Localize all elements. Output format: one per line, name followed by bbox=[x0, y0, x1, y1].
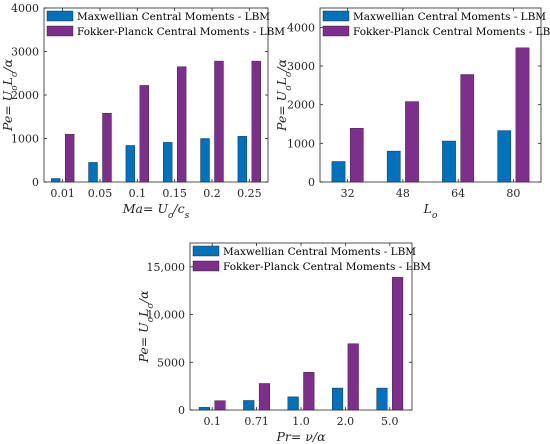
x-tick-label: 64 bbox=[451, 187, 465, 200]
bar-fokker-planck bbox=[392, 277, 404, 411]
legend-swatch bbox=[192, 260, 220, 272]
bar-fokker-planck bbox=[64, 133, 75, 183]
x-tick-label: 5.0 bbox=[381, 415, 399, 428]
x-tick-label: 0.1 bbox=[129, 187, 147, 200]
y-axis-label: Pe= UoLo/α bbox=[0, 58, 20, 132]
x-axis-label: Pr= ν/α bbox=[275, 429, 326, 444]
y-axis-label: Pe= UoLo/α bbox=[136, 290, 156, 364]
x-tick-label: 80 bbox=[506, 187, 520, 200]
bar-fokker-planck bbox=[214, 60, 224, 183]
y-tick-label: 4000 bbox=[287, 21, 315, 34]
x-tick-label: 0.2 bbox=[203, 187, 221, 200]
bar-fokker-planck bbox=[405, 101, 419, 183]
bar-maxwellian bbox=[332, 387, 344, 411]
chart-peclet-vs-length: 0 1000 2000 3000 4000 32 48 64 80 Lo Pe= UoLo/α Max… bbox=[274, 7, 550, 221]
y-tick-label: 2000 bbox=[287, 99, 315, 112]
legend-swatch bbox=[322, 10, 350, 22]
bar-fokker-planck bbox=[176, 66, 187, 183]
legend-swatch bbox=[46, 25, 74, 37]
bar-maxwellian bbox=[287, 396, 299, 411]
legend: Maxwellian Central Moments - LBM Fokker-P… bbox=[46, 10, 285, 38]
bar-fokker-planck bbox=[139, 85, 149, 183]
y-tick-label: 0 bbox=[308, 176, 315, 189]
bar-fokker-planck bbox=[303, 372, 315, 411]
bar-maxwellian bbox=[376, 387, 388, 411]
y-tick-label: 1000 bbox=[287, 137, 315, 150]
x-tick-label: 2.0 bbox=[337, 415, 355, 428]
legend-entry-label: Fokker-Planck Central Moments - LBM bbox=[353, 26, 550, 38]
y-tick-label: 15,000 bbox=[147, 261, 186, 274]
legend-entry-label: Fokker-Planck Central Moments - LBM bbox=[223, 261, 431, 273]
bar-fokker-planck bbox=[102, 113, 112, 183]
x-axis-label: Ma= Uo/cs bbox=[122, 201, 190, 221]
bar-maxwellian bbox=[200, 138, 210, 183]
bar-maxwellian bbox=[331, 161, 346, 183]
bar-fokker-planck bbox=[347, 343, 359, 411]
chart-peclet-vs-mach: 0 1000 2000 3000 4000 0.01 0.05 0.1 0.15 0.2 0.25 M… bbox=[0, 2, 285, 221]
x-tick-label: 0.05 bbox=[88, 187, 113, 200]
bar-maxwellian bbox=[51, 178, 61, 183]
y-axis-label: Pe= UoLo/α bbox=[274, 58, 294, 132]
y-tick-label: 2000 bbox=[11, 89, 39, 102]
bar-fokker-planck bbox=[515, 47, 530, 183]
bar-maxwellian bbox=[243, 400, 255, 411]
legend: Maxwellian Central Moments - LBM Fokker-P… bbox=[192, 245, 431, 273]
legend-entry-label: Fokker-Planck Central Moments - LBM bbox=[77, 26, 285, 38]
y-tick-label: 3000 bbox=[11, 46, 39, 59]
bar-fokker-planck bbox=[460, 74, 475, 183]
legend-entry-label: Maxwellian Central Moments - LBM bbox=[353, 11, 546, 23]
y-tick-label: 0 bbox=[178, 404, 185, 417]
x-tick-label: 0.15 bbox=[162, 187, 187, 200]
plot-area-frame bbox=[319, 7, 542, 183]
x-tick-label: 0.01 bbox=[50, 187, 75, 200]
y-tick-label: 10,000 bbox=[147, 309, 186, 322]
bar-maxwellian bbox=[88, 162, 98, 183]
x-tick-label: 1.0 bbox=[292, 415, 310, 428]
x-tick-label: 0.25 bbox=[237, 187, 262, 200]
bar-fokker-planck bbox=[214, 400, 226, 411]
chart-peclet-vs-prandtl: 0 5000 10,000 15,000 0.1 0.71 1.0 2.0 5.0 Pr= ν/α… bbox=[136, 242, 431, 444]
bar-maxwellian bbox=[497, 130, 512, 183]
y-tick-label: 1000 bbox=[11, 133, 39, 146]
x-tick-label: 0.71 bbox=[244, 415, 269, 428]
legend-swatch bbox=[192, 245, 220, 257]
x-tick-label: 0.1 bbox=[203, 415, 221, 428]
x-tick-label: 32 bbox=[341, 187, 355, 200]
y-tick-label: 5000 bbox=[157, 356, 185, 369]
legend-entry-label: Maxwellian Central Moments - LBM bbox=[77, 11, 270, 23]
bar-maxwellian bbox=[198, 407, 210, 411]
bar-maxwellian bbox=[442, 140, 456, 183]
bar-maxwellian bbox=[125, 145, 136, 183]
bar-fokker-planck bbox=[349, 128, 364, 183]
y-tick-label: 4000 bbox=[11, 2, 39, 15]
legend: Maxwellian Central Moments - LBM Fokker-P… bbox=[322, 10, 550, 38]
x-axis-label: Lo bbox=[423, 201, 438, 221]
y-tick-label: 0 bbox=[32, 176, 39, 189]
legend-swatch bbox=[322, 25, 350, 37]
bar-maxwellian bbox=[386, 150, 401, 183]
legend-swatch bbox=[46, 10, 74, 22]
y-tick-label: 3000 bbox=[287, 60, 315, 73]
x-tick-label: 48 bbox=[396, 187, 410, 200]
bar-fokker-planck bbox=[258, 383, 270, 411]
bar-fokker-planck bbox=[251, 60, 261, 183]
bar-maxwellian bbox=[163, 142, 173, 183]
bar-maxwellian bbox=[237, 136, 248, 183]
legend-entry-label: Maxwellian Central Moments - LBM bbox=[223, 246, 416, 258]
